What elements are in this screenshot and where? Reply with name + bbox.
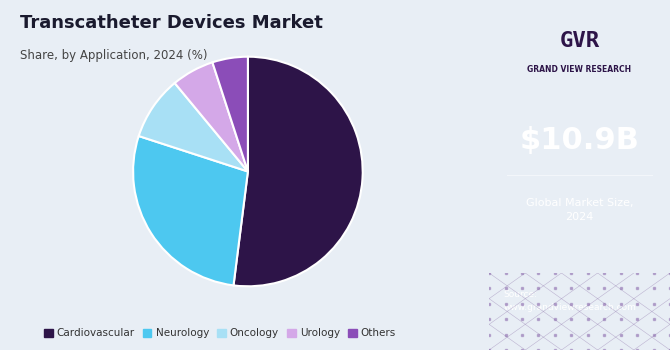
Legend: Cardiovascular, Neurology, Oncology, Urology, Others: Cardiovascular, Neurology, Oncology, Uro…	[41, 325, 399, 341]
Wedge shape	[175, 62, 248, 172]
Wedge shape	[139, 83, 248, 172]
Text: $10.9B: $10.9B	[520, 126, 639, 154]
Text: GRAND VIEW RESEARCH: GRAND VIEW RESEARCH	[527, 65, 632, 74]
Text: Share, by Application, 2024 (%): Share, by Application, 2024 (%)	[19, 49, 207, 62]
Text: GVR: GVR	[559, 31, 600, 51]
Text: Global Market Size,
2024: Global Market Size, 2024	[526, 198, 633, 222]
Wedge shape	[234, 57, 362, 286]
Wedge shape	[212, 57, 248, 172]
Text: Transcatheter Devices Market: Transcatheter Devices Market	[19, 14, 322, 32]
Text: Source:
www.grandviewresearch.com: Source: www.grandviewresearch.com	[504, 290, 636, 312]
Wedge shape	[133, 136, 248, 285]
